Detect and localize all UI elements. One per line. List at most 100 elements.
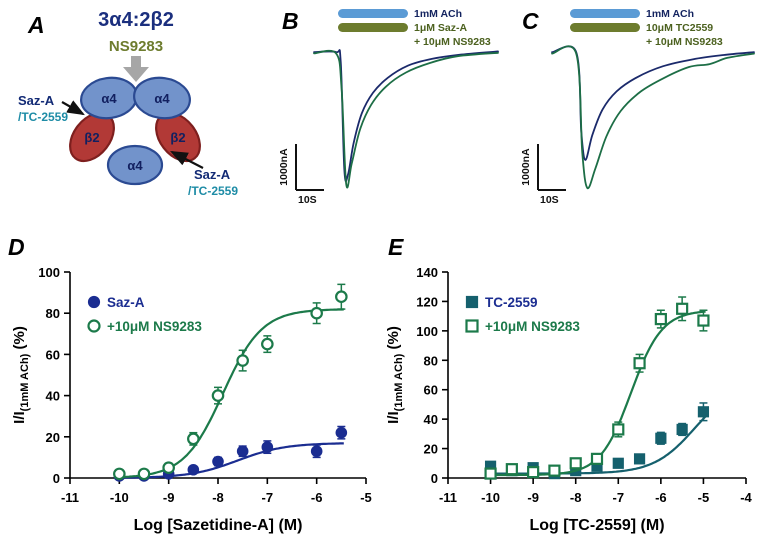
data-point [612, 423, 625, 436]
subunit-label: α4 [101, 91, 117, 106]
x-tick-label: -7 [613, 490, 625, 505]
data-point [633, 453, 646, 465]
y-axis-title: I/I(1mM ACh) (%) [11, 326, 31, 424]
y-tick-label: 100 [416, 324, 438, 339]
series-1 [484, 296, 710, 480]
data-point [655, 432, 667, 444]
y-tick-label: 120 [416, 294, 438, 309]
data-point [335, 290, 348, 304]
data-point [676, 302, 689, 315]
data-point [633, 357, 646, 370]
y-tick-label: 40 [424, 412, 438, 427]
x-tick-label: -10 [481, 490, 500, 505]
fit-curve [119, 308, 344, 479]
subunit-alpha4-top-right [133, 76, 191, 120]
left-site-label: Saz-A [18, 93, 55, 108]
subunit-label: β2 [84, 130, 99, 145]
data-point [484, 467, 497, 480]
legend-marker [465, 319, 479, 333]
legend-marker [87, 319, 101, 333]
time-scale-label: 10S [540, 194, 559, 206]
data-point [212, 455, 224, 468]
y-tick-label: 20 [46, 430, 60, 445]
x-tick-label: -9 [527, 490, 539, 505]
tc-legend-bar [570, 23, 640, 32]
left-site-arrow [61, 100, 85, 116]
y-tick-label: 80 [46, 306, 60, 321]
subunit-label: β2 [170, 130, 185, 145]
legend-label: +10μM NS9283 [107, 319, 202, 334]
data-point [310, 445, 323, 458]
panel-b-traces: 1mM ACh 1μM Saz-A + 10μM NS9283 1000nA 1… [278, 8, 499, 206]
ach-legend-label: 1mM ACh [646, 8, 694, 20]
panel-label-e: E [388, 234, 404, 260]
data-point [261, 337, 274, 351]
ns9283-label: NS9283 [109, 38, 163, 55]
fit-curve [490, 415, 707, 475]
x-tick-label: -7 [262, 490, 274, 505]
right-site-arrow [170, 150, 204, 169]
panel-label-d: D [8, 234, 25, 260]
data-point [162, 461, 175, 474]
sazetidine-dose-response-chart: -11 -10 -9 -8 -7 -6 -5 0 20 40 60 80 100 Log [Sazetid… [11, 265, 372, 534]
y-tick-label: 60 [46, 347, 60, 362]
subunit-alpha4-bottom [106, 144, 164, 186]
ach-legend-bar [570, 9, 640, 18]
panel-a-diagram: 3α4:2β2 NS9283 α4 α4 β2 β2 α4 Saz-A /TC-… [18, 9, 238, 198]
y-tick-label: 80 [424, 353, 438, 368]
panel-label-b: B [282, 8, 299, 34]
data-point [236, 354, 249, 367]
legend-label: +10μM NS9283 [485, 319, 580, 334]
x-tick-label: -6 [655, 490, 667, 505]
data-point [236, 445, 249, 458]
current-scale-label: 1000nA [278, 148, 290, 186]
panel-c-traces: 1mM ACh 10μM TC2559 + 10μM NS9283 1000nA… [520, 8, 755, 206]
legend-marker [87, 295, 101, 309]
x-axis-title: Log [TC-2559] (M) [529, 517, 664, 534]
data-point [548, 464, 561, 477]
saz-legend-label: 1μM Saz-A [414, 22, 468, 34]
ach-legend-bar [338, 9, 408, 18]
data-point [527, 466, 540, 479]
data-point [697, 314, 710, 327]
data-point [137, 467, 151, 481]
saz-legend-bar [338, 23, 408, 32]
x-tick-label: -8 [212, 490, 224, 505]
current-trace [313, 49, 499, 183]
data-point [187, 463, 200, 476]
subunit-label: α4 [154, 91, 170, 106]
tc2559-dose-response-chart: -11 -10 -9 -8 -7 -6 -5 -4 0 20 40 60 80 100 120 140 Log … [385, 265, 753, 534]
x-tick-label: -5 [698, 490, 710, 505]
left-site-sublabel: /TC-2559 [18, 110, 68, 124]
current-trace [313, 49, 499, 189]
data-point [261, 441, 274, 453]
legend-label: Saz-A [107, 295, 145, 310]
y-tick-label: 0 [431, 471, 438, 486]
data-point [612, 457, 624, 469]
right-site-sublabel: /TC-2559 [188, 184, 238, 198]
axes [442, 271, 747, 484]
series-0 [484, 402, 710, 480]
data-point [590, 452, 604, 465]
tc-legend-sublabel: + 10μM NS9283 [646, 36, 723, 48]
y-tick-label: 0 [53, 471, 60, 486]
data-point [211, 389, 225, 402]
data-point [654, 312, 667, 326]
x-tick-label: -6 [311, 490, 323, 505]
data-point [310, 306, 323, 320]
gray-down-arrow [123, 56, 149, 82]
data-point [335, 426, 348, 439]
stoichiometry-title: 3α4:2β2 [98, 9, 174, 31]
panel-label-c: C [522, 8, 539, 34]
x-axis-title: Log [Sazetidine-A] (M) [134, 517, 303, 534]
data-point [187, 432, 200, 446]
y-axis-title: I/I(1mM ACh) (%) [385, 326, 405, 424]
legend-label: TC-2559 [485, 295, 538, 310]
y-tick-label: 60 [424, 383, 438, 398]
x-tick-label: -8 [570, 490, 582, 505]
x-tick-label: -4 [740, 490, 752, 505]
time-scale-label: 10S [298, 194, 317, 206]
x-tick-label: -11 [61, 490, 79, 505]
current-trace [551, 45, 755, 190]
y-tick-label: 100 [38, 265, 60, 280]
